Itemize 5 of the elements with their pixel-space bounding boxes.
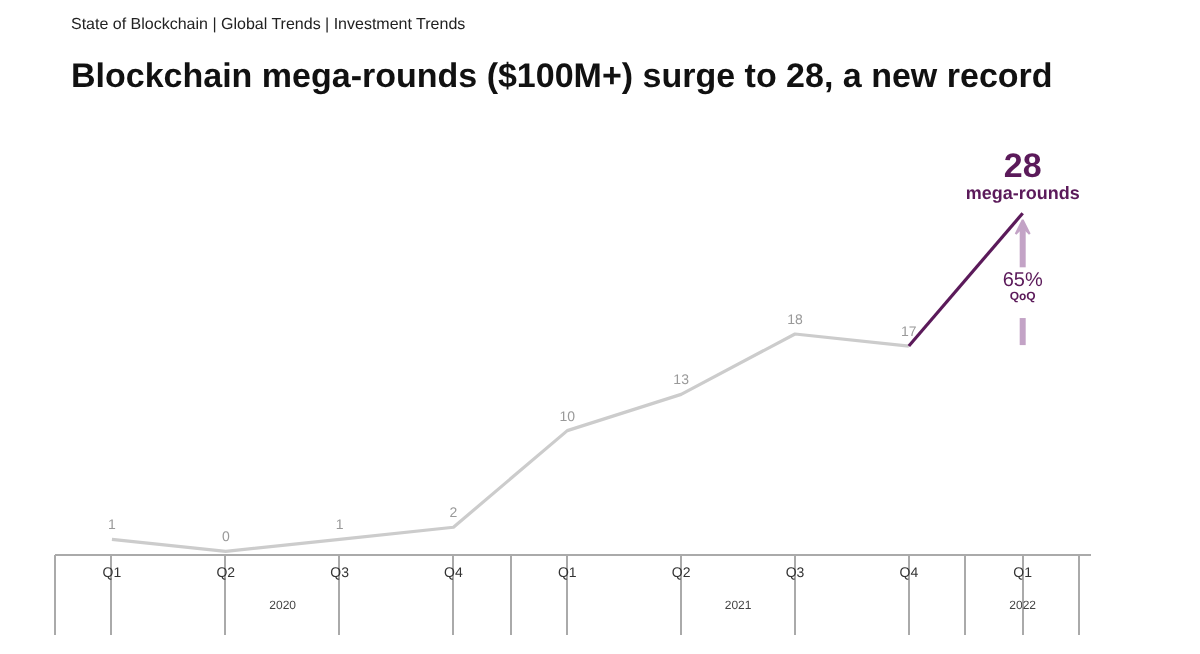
text: mega-rounds [965, 183, 1080, 204]
chart-title: Blockchain mega-rounds ($100M+) surge to 28, a new record [71, 57, 1053, 95]
chart-subtitle: State of Blockchain | Global Trends | Investment Trends [71, 15, 466, 33]
annotation: 65% [1002, 269, 1043, 292]
data-label: 28 [1003, 147, 1042, 186]
